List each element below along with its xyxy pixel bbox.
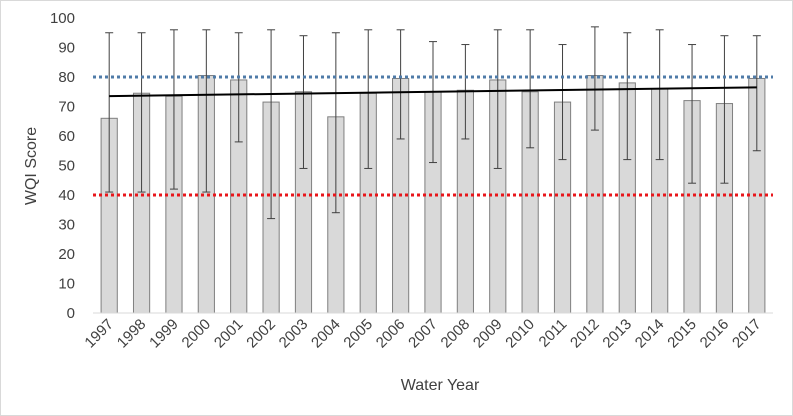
error-bars bbox=[105, 26, 761, 220]
bars bbox=[100, 75, 766, 314]
y-tick-label: 0 bbox=[67, 305, 75, 322]
trendline bbox=[109, 86, 757, 98]
y-tick-label: 10 bbox=[58, 276, 75, 293]
reference-lines bbox=[93, 75, 773, 197]
y-tick-label: 70 bbox=[58, 99, 75, 116]
y-tick-label: 40 bbox=[58, 187, 75, 204]
y-tick-label: 90 bbox=[58, 40, 75, 57]
y-tick-label: 50 bbox=[58, 158, 75, 175]
y-tick-label: 80 bbox=[58, 69, 75, 86]
y-tick-label: 30 bbox=[58, 217, 75, 234]
y-tick-label: 100 bbox=[50, 10, 75, 27]
x-axis-title: Water Year bbox=[401, 377, 480, 394]
y-tick-label: 60 bbox=[58, 128, 75, 145]
trendline-line bbox=[109, 86, 757, 98]
y-tick-label: 20 bbox=[58, 246, 75, 263]
y-axis-title: WQI Score bbox=[23, 127, 40, 205]
y-axis-ticks: 0 10 20 30 40 50 60 70 80 90 100 bbox=[50, 10, 75, 322]
